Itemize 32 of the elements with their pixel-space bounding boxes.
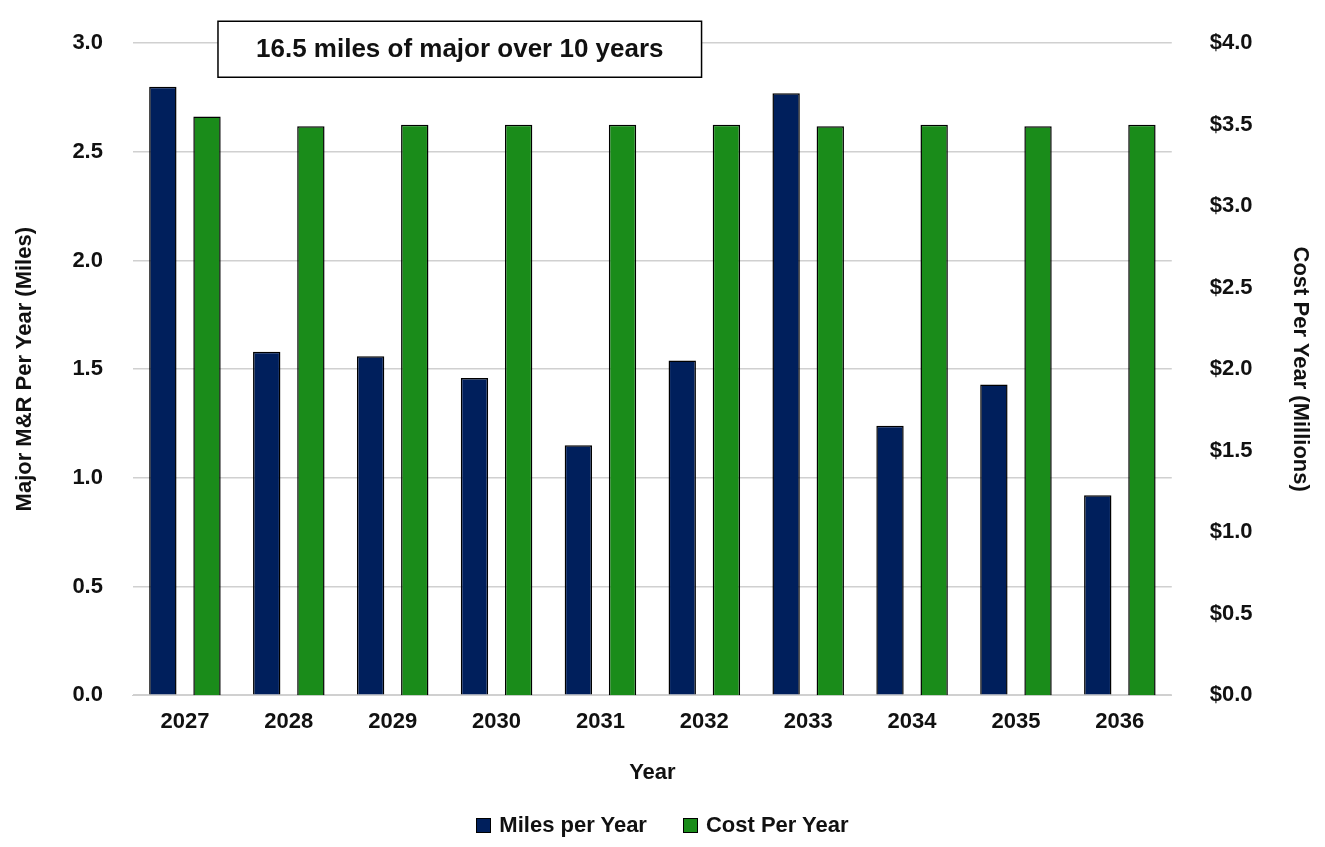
x-axis-title: Year: [629, 758, 677, 784]
y2-tick-label: $0.5: [1209, 599, 1253, 625]
y-tick-label: 1.5: [72, 355, 103, 381]
y2-tick-label: $2.0: [1209, 355, 1253, 381]
legend-label: Miles per Year: [499, 812, 647, 838]
y2-tick-label: $4.0: [1209, 29, 1253, 55]
x-tick-label: 2035: [991, 708, 1041, 734]
annotation: 16.5 miles of major over 10 years: [255, 33, 664, 64]
y-tick-label: 3.0: [72, 29, 103, 55]
x-tick-label: 2029: [368, 708, 418, 734]
y-tick-label: 0.0: [72, 681, 103, 707]
y2-tick-label: $0.0: [1209, 681, 1253, 707]
y-axis-title: Major M&R Per Year (Miles): [11, 226, 37, 512]
x-tick-label: 2028: [264, 708, 314, 734]
y2-tick-label: $1.0: [1209, 518, 1253, 544]
x-tick-label: 2027: [160, 708, 210, 734]
x-tick-label: 2034: [887, 708, 938, 734]
y-tick-label: 2.5: [72, 137, 103, 163]
legend-label: Cost Per Year: [705, 812, 849, 838]
x-tick-label: 2032: [679, 708, 729, 734]
y-tick-label: 2.0: [72, 246, 103, 272]
y-tick-label: 1.0: [72, 463, 103, 489]
x-tick-label: 2030: [472, 708, 522, 734]
y2-tick-label: $2.5: [1209, 273, 1253, 299]
x-tick-label: 2033: [783, 708, 833, 734]
x-tick-label: 2031: [575, 708, 625, 734]
y2-tick-label: $3.0: [1209, 192, 1253, 218]
x-tick-label: 2036: [1095, 708, 1145, 734]
y2-axis-title: Cost Per Year (Millions): [1288, 246, 1314, 492]
y2-tick-label: $1.5: [1209, 436, 1253, 462]
y-tick-label: 0.5: [72, 572, 103, 598]
y2-tick-label: $3.5: [1209, 110, 1253, 136]
